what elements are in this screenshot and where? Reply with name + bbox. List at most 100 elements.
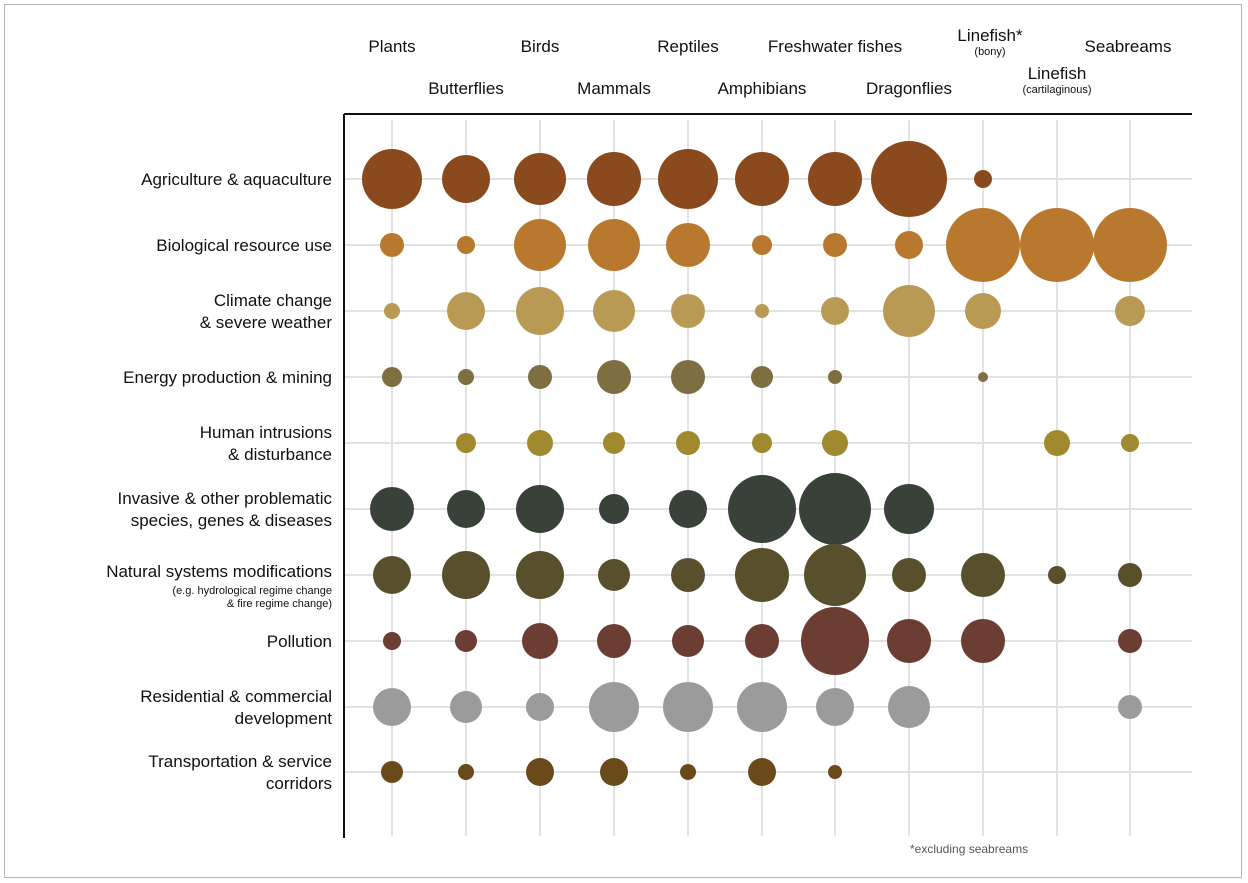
bubble <box>458 369 474 385</box>
bubble <box>384 303 400 319</box>
bubble <box>597 624 631 658</box>
bubble <box>965 293 1001 329</box>
bubble <box>516 485 564 533</box>
footnote: *excluding seabreams <box>910 842 1028 856</box>
row-label: Energy production & mining <box>123 368 332 387</box>
bubble <box>1020 208 1094 282</box>
bubble <box>735 152 789 206</box>
column-label: Mammals <box>577 79 651 98</box>
bubble <box>1118 695 1142 719</box>
row-label: & disturbance <box>228 445 332 464</box>
bubble <box>888 686 930 728</box>
bubble <box>588 219 640 271</box>
column-label: Freshwater fishes <box>768 37 902 56</box>
bubble <box>522 623 558 659</box>
bubble <box>1048 566 1066 584</box>
bubble <box>370 487 414 531</box>
bubble <box>892 558 926 592</box>
bubble <box>514 153 566 205</box>
row-label: Pollution <box>267 632 332 651</box>
row-label: Agriculture & aquaculture <box>141 170 332 189</box>
bubble <box>883 285 935 337</box>
bubble <box>752 235 772 255</box>
bubble <box>676 431 700 455</box>
row-label: Natural systems modifications <box>106 562 332 581</box>
bubble <box>1093 208 1167 282</box>
bubble <box>751 366 773 388</box>
bubble <box>447 490 485 528</box>
column-label: Plants <box>368 37 415 56</box>
bubble <box>526 693 554 721</box>
row-label: & severe weather <box>200 313 333 332</box>
bubble <box>455 630 477 652</box>
bubble <box>799 473 871 545</box>
bubble <box>516 551 564 599</box>
bubble <box>978 372 988 382</box>
bubble <box>598 559 630 591</box>
bubble <box>450 691 482 723</box>
row-label: development <box>235 709 333 728</box>
bubble <box>1118 629 1142 653</box>
bubble <box>822 430 848 456</box>
column-label: Reptiles <box>657 37 718 56</box>
bubble <box>1118 563 1142 587</box>
bubble <box>828 765 842 779</box>
bubble <box>383 632 401 650</box>
bubble <box>728 475 796 543</box>
bubble <box>457 236 475 254</box>
bubble <box>808 152 862 206</box>
bubble <box>680 764 696 780</box>
column-sublabel: (cartilaginous) <box>1022 84 1091 96</box>
bubble <box>946 208 1020 282</box>
bubble <box>884 484 934 534</box>
bubble <box>597 360 631 394</box>
column-label: Linefish <box>1028 64 1087 83</box>
bubble <box>804 544 866 606</box>
bubble <box>380 233 404 257</box>
bubble <box>381 761 403 783</box>
bubble <box>526 758 554 786</box>
bubble <box>961 553 1005 597</box>
row-label: Biological resource use <box>156 236 332 255</box>
bubble <box>745 624 779 658</box>
column-label: Butterflies <box>428 79 504 98</box>
bubble <box>599 494 629 524</box>
bubble <box>669 490 707 528</box>
bubble <box>528 365 552 389</box>
bubble <box>516 287 564 335</box>
bubble <box>735 548 789 602</box>
bubble <box>672 625 704 657</box>
bubble <box>755 304 769 318</box>
bubble <box>871 141 947 217</box>
bubble <box>362 149 422 209</box>
bubble <box>671 294 705 328</box>
bubble <box>589 682 639 732</box>
bubble <box>895 231 923 259</box>
bubble <box>658 149 718 209</box>
bubble <box>442 551 490 599</box>
row-label: Human intrusions <box>200 423 332 442</box>
bubble <box>600 758 628 786</box>
bubble <box>752 433 772 453</box>
column-label: Dragonflies <box>866 79 952 98</box>
bubble <box>737 682 787 732</box>
bubble <box>447 292 485 330</box>
bubble <box>527 430 553 456</box>
bubble <box>823 233 847 257</box>
bubble <box>828 370 842 384</box>
row-note: & fire regime change) <box>227 598 332 610</box>
bubble <box>816 688 854 726</box>
bubble <box>671 360 705 394</box>
bubble <box>458 764 474 780</box>
column-label: Birds <box>521 37 560 56</box>
bubble <box>663 682 713 732</box>
bubble <box>1121 434 1139 452</box>
bubble <box>382 367 402 387</box>
bubble <box>974 170 992 188</box>
bubble <box>1044 430 1070 456</box>
column-label: Amphibians <box>718 79 807 98</box>
bubble <box>1115 296 1145 326</box>
row-label: Residential & commercial <box>140 687 332 706</box>
bubble <box>587 152 641 206</box>
